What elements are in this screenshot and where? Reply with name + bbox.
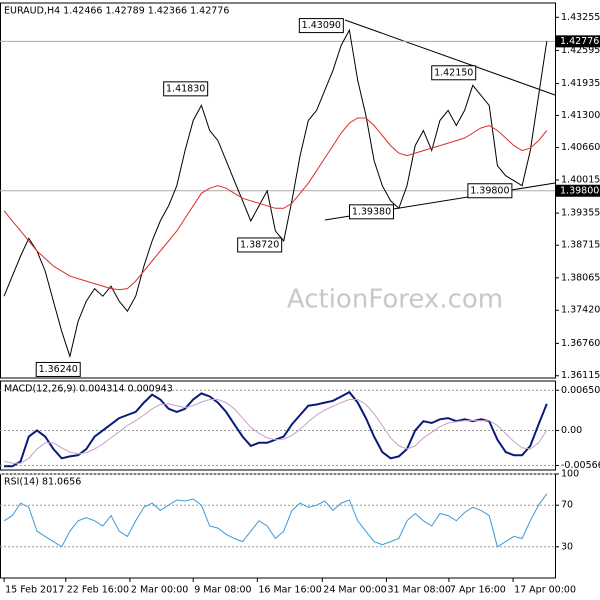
series-line: [3, 493, 548, 548]
panel-title: RSI(14) 81.0656: [4, 477, 81, 488]
y-tick-label: -0.005666: [561, 460, 600, 471]
panel-border: [0, 380, 556, 471]
annotation-box: [348, 204, 394, 220]
x-tick-label: 2 Mar 00:00: [131, 585, 188, 596]
annotation-label: 1.38720: [240, 239, 279, 250]
y-tick-label: 1.38065: [561, 272, 600, 283]
annotation-box: [467, 183, 513, 199]
panel-title: MACD(12,26,9) 0.004314 0.000943: [4, 384, 173, 395]
x-tick-label: 22 Feb 16:00: [67, 585, 129, 596]
y-tick-label: 1.40660: [561, 142, 600, 153]
x-tick-label: 15 Feb 2017: [5, 585, 64, 596]
price-label: 1.42776: [560, 36, 599, 47]
annotation-label: 1.39800: [470, 185, 509, 196]
price-label-box: [556, 35, 600, 48]
annotation-box: [298, 18, 344, 34]
annotation-label: 1.43090: [302, 20, 341, 31]
y-tick-label: 1.41300: [561, 110, 600, 121]
annotation-label: 1.36240: [39, 364, 78, 375]
panel-title: EURAUD,H4 1.42466 1.42789 1.42366 1.4277…: [4, 6, 229, 17]
watermark: ActionForex.com: [287, 285, 503, 315]
y-tick-label: 30: [561, 541, 573, 552]
price-label: 1.39800: [560, 185, 599, 196]
x-tick-label: 7 Apr 16:00: [450, 585, 506, 596]
x-tick-label: 17 Apr 00:00: [514, 585, 576, 596]
y-tick-label: 1.43255: [561, 12, 600, 23]
annotation-label: 1.41830: [166, 83, 205, 94]
annotation-box: [163, 81, 209, 97]
series-line: [3, 28, 548, 359]
y-tick-label: 1.39355: [561, 208, 600, 219]
x-tick-label: 24 Mar 00:00: [323, 585, 386, 596]
y-tick-label: 1.40015: [561, 174, 600, 185]
x-tick-label: 31 Mar 08:00: [387, 585, 450, 596]
trend-line: [344, 19, 556, 96]
annotation-box: [35, 361, 81, 377]
y-tick-label: 1.41935: [561, 78, 600, 89]
annotation-box: [237, 237, 283, 253]
y-tick-label: 0.00: [561, 425, 582, 436]
y-tick-label: 1.38715: [561, 240, 600, 251]
series-line: [3, 399, 548, 464]
y-tick-label: 0.006501: [561, 385, 600, 396]
annotation-label: 1.42150: [434, 67, 473, 78]
y-tick-label: 1.36115: [561, 370, 600, 381]
annotation-label: 1.39380: [352, 206, 391, 217]
annotation-box: [431, 65, 477, 81]
y-tick-label: 1.36760: [561, 338, 600, 349]
price-label-box: [556, 184, 600, 197]
y-tick-label: 1.37420: [561, 305, 600, 316]
y-tick-label: 1.42595: [561, 45, 600, 56]
x-tick-label: 16 Mar 16:00: [258, 585, 321, 596]
series-line: [3, 117, 548, 291]
y-tick-label: 100: [561, 469, 579, 480]
x-tick-label: 9 Mar 08:00: [194, 585, 251, 596]
y-tick-label: 70: [561, 500, 573, 511]
